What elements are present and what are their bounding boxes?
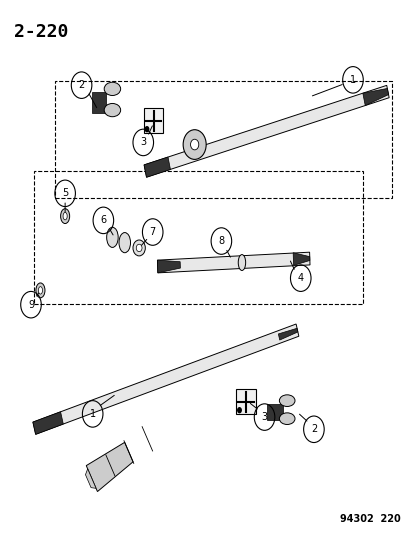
Ellipse shape — [279, 395, 294, 407]
Polygon shape — [92, 92, 106, 113]
Ellipse shape — [279, 413, 294, 424]
Text: 1: 1 — [349, 75, 355, 85]
Ellipse shape — [133, 240, 145, 256]
Text: 2: 2 — [78, 80, 85, 90]
Text: 2: 2 — [310, 424, 316, 434]
Ellipse shape — [104, 103, 120, 117]
Polygon shape — [33, 324, 298, 434]
Ellipse shape — [63, 213, 67, 220]
Text: 6: 6 — [100, 215, 106, 225]
Polygon shape — [278, 328, 297, 340]
Text: 9: 9 — [28, 300, 34, 310]
Polygon shape — [33, 412, 63, 434]
Bar — [143, 108, 163, 133]
Polygon shape — [85, 469, 96, 488]
Text: 1: 1 — [89, 409, 95, 419]
Ellipse shape — [136, 244, 142, 252]
Polygon shape — [144, 157, 170, 177]
Polygon shape — [266, 405, 282, 420]
Text: 4: 4 — [297, 273, 303, 283]
Ellipse shape — [107, 227, 118, 247]
Polygon shape — [362, 88, 388, 106]
Circle shape — [144, 126, 149, 132]
Circle shape — [190, 139, 198, 150]
Circle shape — [237, 407, 241, 414]
Ellipse shape — [60, 209, 69, 223]
Ellipse shape — [119, 232, 130, 253]
Polygon shape — [157, 252, 309, 273]
Bar — [55, 81, 391, 198]
Text: 5: 5 — [62, 188, 68, 198]
Text: 3: 3 — [140, 138, 146, 148]
Polygon shape — [292, 253, 309, 265]
Polygon shape — [157, 260, 180, 273]
Polygon shape — [86, 442, 133, 491]
Text: 8: 8 — [218, 236, 224, 246]
Text: 94302  220: 94302 220 — [339, 514, 399, 523]
Ellipse shape — [36, 283, 45, 298]
Ellipse shape — [237, 255, 245, 270]
Ellipse shape — [104, 82, 120, 95]
Circle shape — [183, 130, 206, 159]
Ellipse shape — [38, 287, 43, 294]
Bar — [34, 171, 362, 304]
Text: 7: 7 — [149, 227, 155, 237]
Polygon shape — [144, 85, 388, 177]
Bar — [236, 389, 255, 415]
Text: 3: 3 — [261, 412, 267, 422]
Text: 2-220: 2-220 — [14, 22, 68, 41]
